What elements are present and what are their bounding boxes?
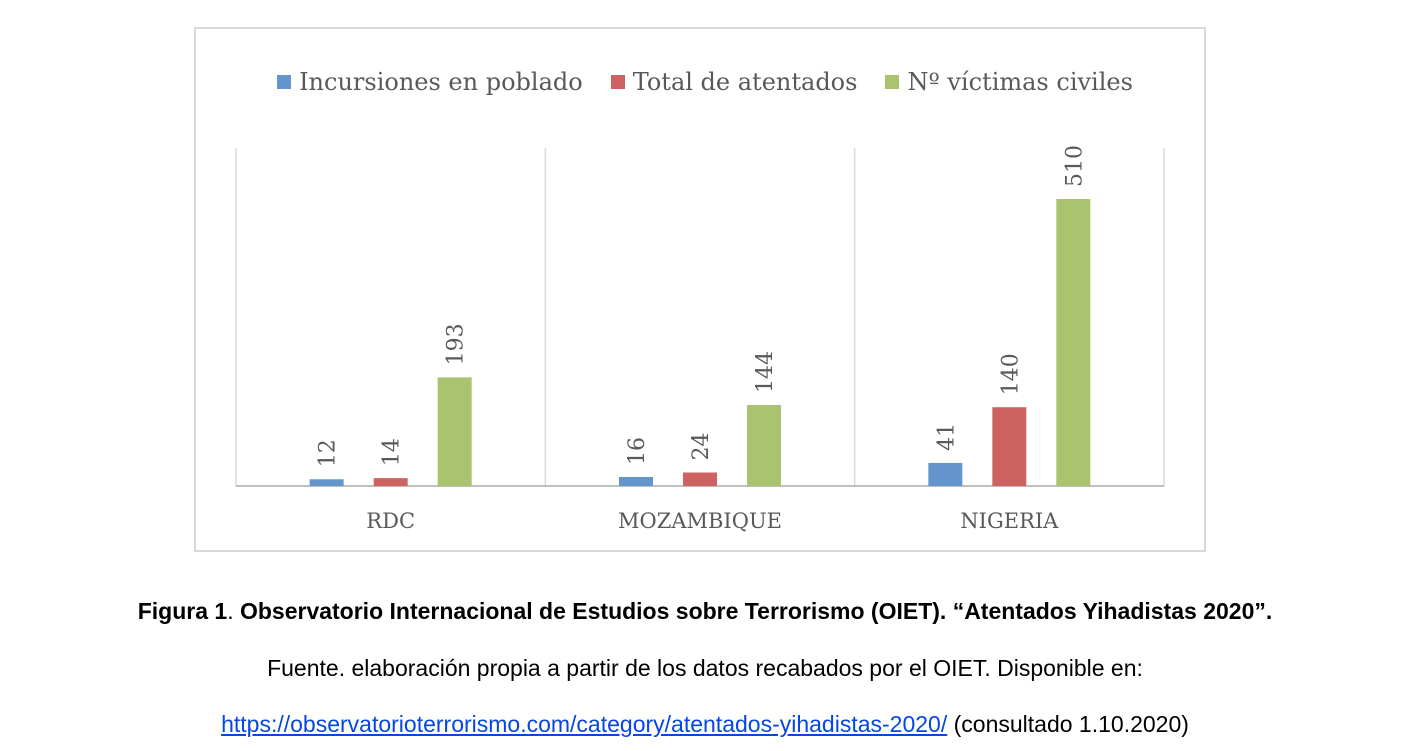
bar-mozambique-1 [619, 476, 653, 486]
legend-label-incursiones: Incursiones en poblado [299, 68, 583, 96]
bar-mozambique-3 [747, 404, 781, 486]
figure-label-separator: . [227, 598, 234, 624]
bar-chart: 12 14 193 RDC 16 24 144 MOZAMBIQUE 41 140 510 NIGER… [235, 145, 1165, 533]
figure-caption-title: Figura 1. Observatorio Internacional de … [0, 598, 1410, 625]
legend-item-atentados: Total de atentados [610, 68, 858, 96]
data-label: 14 [380, 438, 405, 466]
x-tick-label: RDC [366, 509, 415, 533]
data-label: 510 [1062, 145, 1087, 187]
figure-label: Figura 1 [137, 598, 228, 624]
bar-rdc-3 [437, 377, 472, 486]
figure-title: Observatorio Internacional de Estudios s… [233, 598, 1273, 624]
figure-source: Fuente. elaboración propia a partir de l… [267, 655, 1143, 681]
x-tick-label: NIGERIA [960, 509, 1059, 533]
data-label: 144 [753, 351, 778, 393]
bar-rdc-2 [373, 478, 408, 486]
legend-item-incursiones: Incursiones en poblado [277, 68, 583, 96]
figure-link-line: https://observatorioterrorismo.com/categ… [0, 711, 1410, 738]
legend-swatch-victimas [885, 75, 900, 89]
chart-legend: Incursiones en poblado Total de atentado… [0, 62, 1410, 102]
legend-item-victimas: Nº víctimas civiles [885, 68, 1133, 96]
bar-nigeria-1 [928, 462, 963, 486]
bar-nigeria-3 [1056, 199, 1091, 486]
data-label: 16 [625, 437, 650, 465]
legend-label-victimas: Nº víctimas civiles [907, 68, 1133, 96]
bar-nigeria-2 [992, 407, 1027, 486]
bar-rdc-1 [309, 479, 344, 486]
data-label: 24 [689, 432, 714, 460]
chart-frame [194, 27, 1206, 552]
data-label: 140 [998, 353, 1023, 395]
x-tick-label: MOZAMBIQUE [618, 509, 782, 533]
legend-label-atentados: Total de atentados [632, 68, 858, 96]
data-label: 12 [316, 439, 341, 467]
consulted-date: (consultado 1.10.2020) [947, 711, 1189, 737]
source-link[interactable]: https://observatorioterrorismo.com/categ… [221, 711, 948, 737]
legend-swatch-incursiones [277, 75, 292, 89]
data-label: 193 [444, 323, 469, 365]
bar-mozambique-2 [683, 472, 717, 486]
legend-swatch-atentados [610, 75, 625, 89]
data-label: 41 [934, 423, 959, 451]
